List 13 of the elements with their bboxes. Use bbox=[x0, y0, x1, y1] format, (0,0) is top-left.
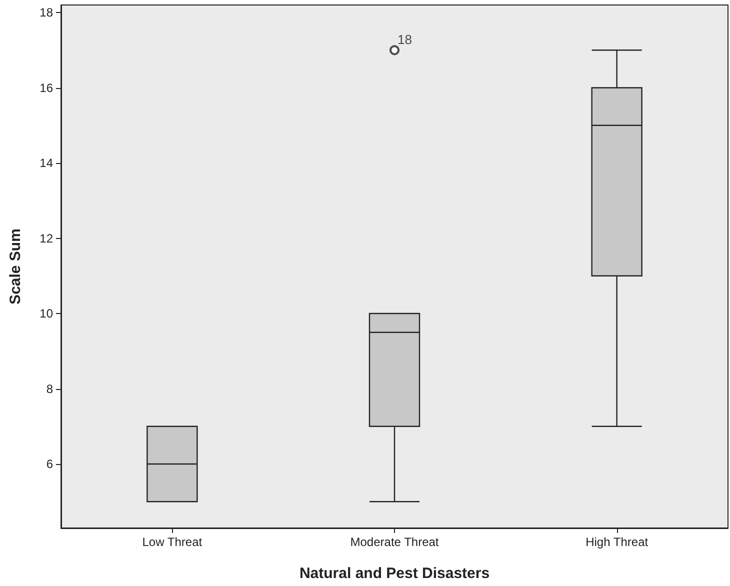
y-tick-label: 18 bbox=[40, 6, 54, 20]
y-axis-title: Scale Sum bbox=[7, 228, 24, 304]
y-tick-label: 6 bbox=[46, 457, 54, 472]
y-tick-label: 14 bbox=[40, 156, 54, 170]
y-tick-label: 8 bbox=[46, 382, 54, 396]
annotation: 18 bbox=[398, 32, 412, 48]
x-tick-label: High Threat bbox=[586, 535, 649, 549]
y-tick-label: 12 bbox=[40, 231, 54, 246]
x-tick-label: Low Threat bbox=[142, 535, 203, 549]
x-tick-label: Moderate Threat bbox=[350, 535, 440, 549]
y-tick-label: 16 bbox=[40, 80, 54, 95]
x-axis-title: Natural and Pest Disasters bbox=[299, 565, 490, 582]
y-tick-label: 10 bbox=[40, 306, 54, 321]
